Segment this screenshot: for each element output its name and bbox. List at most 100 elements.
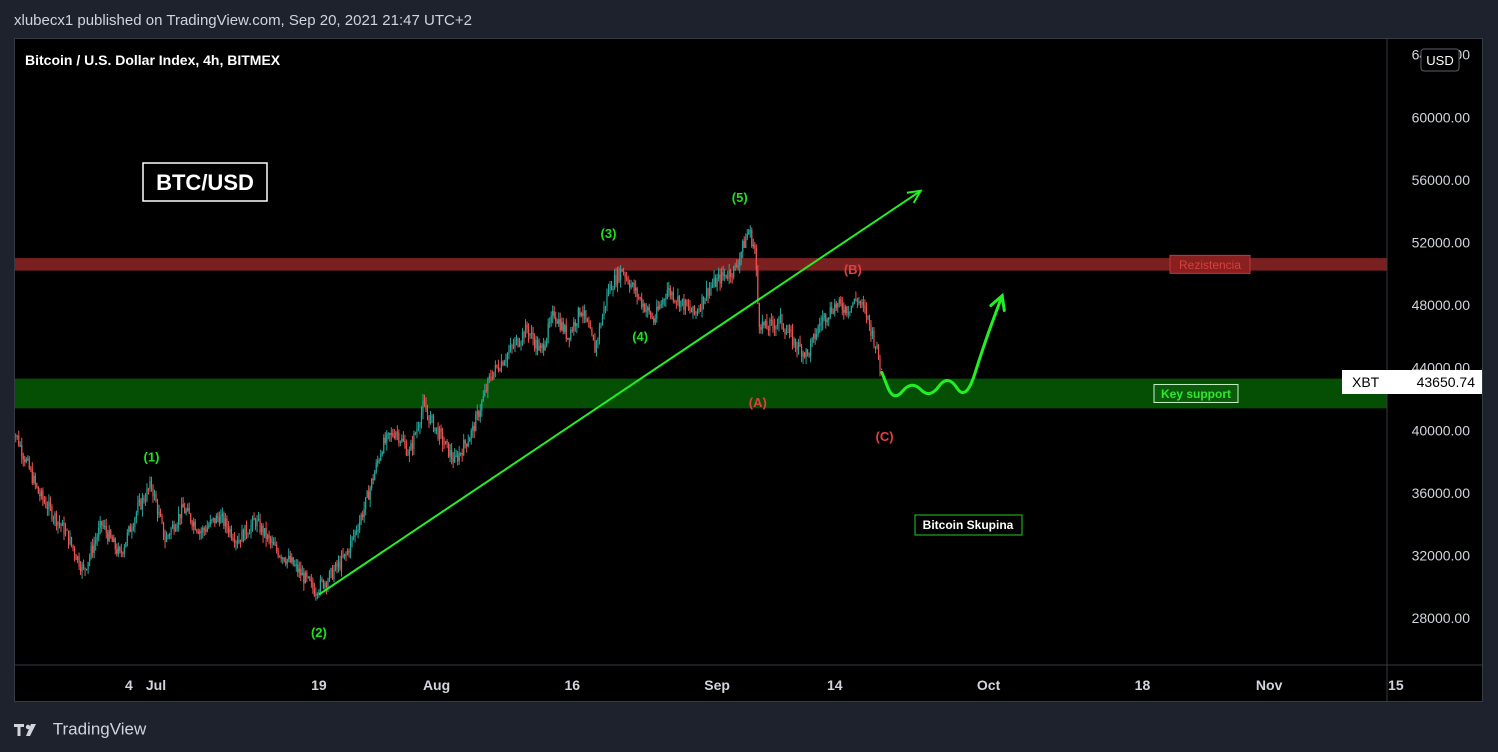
- candle-body: [298, 568, 300, 573]
- candle-body: [260, 525, 263, 533]
- candle-body: [739, 258, 741, 266]
- candle-body: [822, 317, 824, 323]
- candle-body: [843, 309, 845, 313]
- candle-body: [853, 298, 855, 304]
- candle-body: [656, 306, 658, 319]
- candle-body: [466, 443, 468, 447]
- candle-body: [116, 549, 118, 554]
- chart-frame[interactable]: Rezistencia Key support (1) (2) (3) (4) (5) (A)…: [10, 38, 1483, 702]
- candle-body: [446, 440, 448, 443]
- candle-body: [310, 580, 312, 582]
- candle-body: [39, 493, 41, 497]
- candle-body: [680, 300, 682, 308]
- candle-body: [785, 332, 788, 335]
- candle-body: [814, 333, 816, 340]
- candle-body: [654, 318, 656, 323]
- candle-body: [413, 433, 415, 449]
- candle-body: [600, 325, 602, 327]
- candle-body: [383, 437, 385, 453]
- candle-body: [128, 526, 130, 533]
- candle-body: [292, 557, 294, 566]
- tradingview-logo-icon: [14, 723, 36, 736]
- candle-body: [598, 326, 601, 339]
- candle-body: [855, 298, 857, 301]
- candle-body: [449, 449, 451, 457]
- y-tick-label: 28000.00: [1412, 610, 1471, 626]
- candle-body: [359, 521, 361, 530]
- candle-body: [93, 543, 95, 553]
- candle-body: [564, 325, 566, 332]
- candle-body: [167, 535, 169, 537]
- candle-body: [730, 270, 732, 277]
- candle-body: [530, 332, 533, 334]
- candle-body: [862, 302, 865, 306]
- candle-body: [748, 230, 750, 235]
- candle-body: [158, 511, 160, 515]
- candle-body: [395, 432, 397, 438]
- candle-body: [315, 593, 317, 596]
- candle-body: [603, 306, 605, 316]
- candle-body: [743, 241, 745, 248]
- tradingview-footer[interactable]: TradingView: [14, 716, 146, 742]
- candle-body: [702, 296, 705, 304]
- candle-body: [828, 317, 830, 321]
- candle-body: [837, 303, 839, 308]
- candle-body: [423, 400, 426, 406]
- candle-body: [105, 525, 107, 533]
- wave-label: (C): [876, 429, 894, 444]
- candle-body: [532, 332, 534, 340]
- candle-body: [431, 415, 433, 417]
- candle-body: [176, 524, 178, 529]
- candle-body: [182, 504, 184, 508]
- candle-body: [760, 327, 762, 330]
- candle-body: [84, 568, 86, 570]
- candle-body: [86, 569, 88, 571]
- candle-body: [487, 378, 489, 391]
- x-tick-label: Aug: [423, 677, 450, 693]
- x-tick-label: 4: [125, 677, 133, 693]
- candle-body: [820, 322, 822, 325]
- candle-body: [52, 518, 55, 520]
- candle-body: [512, 345, 515, 347]
- candle-body: [511, 345, 513, 347]
- candle-body: [356, 530, 358, 532]
- projection-path: [880, 294, 1004, 398]
- candle-body: [463, 440, 465, 456]
- candle-body: [334, 563, 337, 570]
- chart-svg[interactable]: Rezistencia Key support (1) (2) (3) (4) (5) (A)…: [10, 39, 1482, 701]
- candle-body: [716, 278, 718, 287]
- candle-body: [185, 510, 187, 514]
- candle-body: [751, 230, 753, 247]
- candle-body: [737, 265, 739, 267]
- candle-body: [241, 529, 243, 542]
- candle-body: [247, 534, 249, 536]
- candle-body: [734, 265, 736, 267]
- currency-badge[interactable]: USD: [1420, 48, 1460, 72]
- candle-body: [57, 521, 59, 526]
- candle-body: [675, 301, 677, 303]
- candle-body: [591, 328, 593, 336]
- candle-body: [319, 579, 322, 592]
- candle-body: [196, 529, 198, 532]
- candle-body: [300, 568, 302, 576]
- candle-body: [800, 346, 803, 357]
- candle-body: [375, 463, 377, 473]
- wave-label: (4): [632, 329, 648, 344]
- candle-body: [405, 444, 407, 456]
- candle-body: [48, 501, 50, 510]
- candle-body: [304, 572, 306, 584]
- candle-body: [250, 524, 252, 534]
- candle-body: [221, 513, 223, 516]
- y-tick-label: 56000.00: [1412, 172, 1471, 188]
- x-tick-label: 14: [827, 677, 843, 693]
- candle-body: [190, 513, 192, 522]
- candle-body: [873, 330, 875, 347]
- candle-body: [508, 350, 510, 354]
- symbol-tag: XBT: [1352, 374, 1380, 390]
- candle-body: [426, 411, 429, 416]
- candle-body: [451, 449, 453, 459]
- candle-body: [254, 520, 257, 527]
- candle-body: [120, 550, 122, 553]
- candle-body: [659, 305, 661, 310]
- candle-body: [684, 300, 687, 311]
